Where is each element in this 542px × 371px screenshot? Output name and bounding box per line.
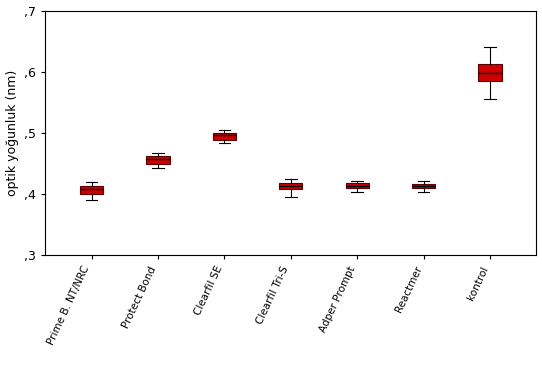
Y-axis label: optik yoğunluk (nm): optik yoğunluk (nm) <box>5 70 18 196</box>
PathPatch shape <box>412 184 435 188</box>
PathPatch shape <box>146 156 170 164</box>
PathPatch shape <box>479 64 501 81</box>
PathPatch shape <box>346 183 369 188</box>
PathPatch shape <box>213 133 236 140</box>
PathPatch shape <box>279 183 302 189</box>
PathPatch shape <box>80 186 103 194</box>
